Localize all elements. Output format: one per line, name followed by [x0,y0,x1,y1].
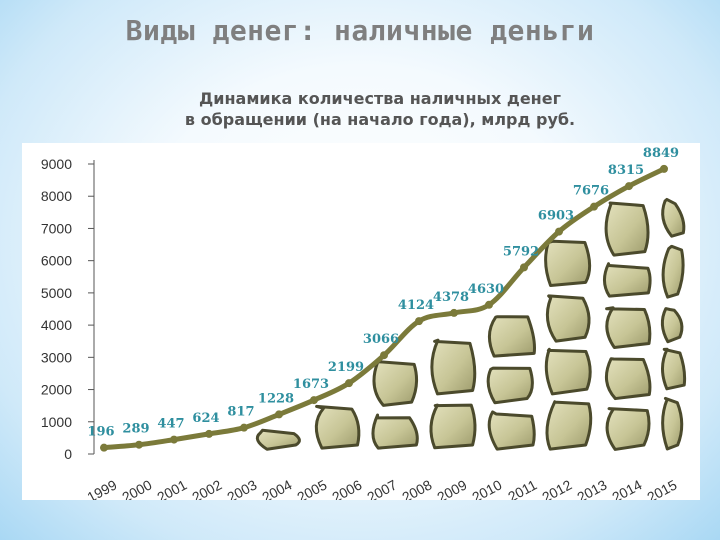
stone [604,357,652,401]
stone [605,407,651,451]
y-tick-label: 0 [64,446,72,462]
stone [371,413,419,450]
stone [660,347,687,391]
data-label: 4630 [468,282,504,297]
stone [429,403,477,450]
data-label: 1228 [258,391,294,406]
data-point [240,423,248,432]
data-point [205,429,213,438]
x-tick-label: 2006 [329,476,364,500]
x-tick-label: 2003 [224,476,259,500]
x-tick-label: 1999 [84,476,119,500]
x-tick-label: 2009 [434,476,469,500]
x-tick-label: 2008 [399,476,434,500]
subtitle-line-2: в обращении (на начало года), млрд руб. [184,110,576,129]
y-tick-label: 6000 [41,253,72,269]
y-tick-label: 2000 [41,382,72,398]
x-tick-label: 2000 [119,476,154,500]
data-label: 5792 [503,244,539,259]
data-label: 817 [227,405,254,420]
x-tick-label: 2005 [294,476,329,500]
slide-title: Виды денег: наличные деньги [125,14,595,47]
x-tick-label: 2015 [644,476,679,500]
data-point [590,202,598,211]
stone [545,294,591,343]
stone [486,366,534,405]
y-tick-label: 9000 [41,156,72,172]
stone [605,306,652,349]
data-point [520,263,528,272]
x-tick-label: 2001 [154,476,189,500]
x-tick-label: 2011 [505,476,539,500]
data-point [625,182,633,191]
series-layer [100,164,668,452]
y-tick-label: 5000 [41,285,72,301]
stone [487,410,536,451]
stone [661,197,686,238]
data-label: 447 [157,417,184,432]
data-label: 1673 [293,377,329,392]
cash-chart: 0 1000 2000 3000 4000 5000 6000 7000 8000 9000 199… [41,146,687,500]
data-label: 2199 [328,360,364,375]
stone [430,338,477,396]
data-point [485,300,493,309]
data-point [555,227,563,236]
data-point [135,440,143,449]
x-tick-label: 2004 [259,476,294,500]
stone [314,404,361,450]
data-point [415,317,423,326]
stone [661,244,685,299]
stone [604,201,650,257]
x-tick-label: 2013 [574,476,609,500]
data-point [275,410,283,419]
stone [255,428,301,451]
data-point [170,435,178,444]
stone [544,347,592,396]
data-point [310,396,318,405]
stone [602,262,652,298]
x-tick-label: 2014 [609,476,644,500]
data-point [450,308,458,317]
x-tick-label: 2012 [539,476,574,500]
y-tick-label: 7000 [41,220,72,236]
stone [487,315,536,358]
data-point [100,443,108,452]
data-point [345,379,353,388]
data-label: 7676 [573,184,609,199]
stone [545,400,593,451]
stone [660,307,684,344]
stone-texture [255,197,687,451]
subtitle-line-1: Динамика количества наличных денег [199,89,561,108]
x-tick-label: 2007 [364,476,399,500]
y-tick-label: 3000 [41,349,72,365]
data-label: 6903 [538,209,574,224]
stone [661,396,684,451]
chart-subtitle: Динамика количества наличных денег в обр… [120,88,640,130]
data-label: 3066 [363,332,399,347]
y-tick-label: 4000 [41,317,72,333]
data-label: 8849 [643,146,679,161]
y-tick-label: 8000 [41,188,72,204]
x-tick-label: 2010 [469,476,504,500]
stone [544,239,592,287]
y-tick-label: 1000 [41,414,72,430]
chart-panel: 0 1000 2000 3000 4000 5000 6000 7000 8000 9000 199… [22,143,700,500]
data-point [660,164,668,173]
data-label: 8315 [608,163,644,178]
data-label: 4378 [433,290,469,305]
stone [372,360,419,407]
x-tick-label: 2002 [189,476,224,500]
data-label: 624 [192,411,219,426]
data-label: 4124 [398,298,434,313]
data-point [380,351,388,360]
data-label: 196 [87,425,114,440]
data-label: 289 [122,422,149,437]
